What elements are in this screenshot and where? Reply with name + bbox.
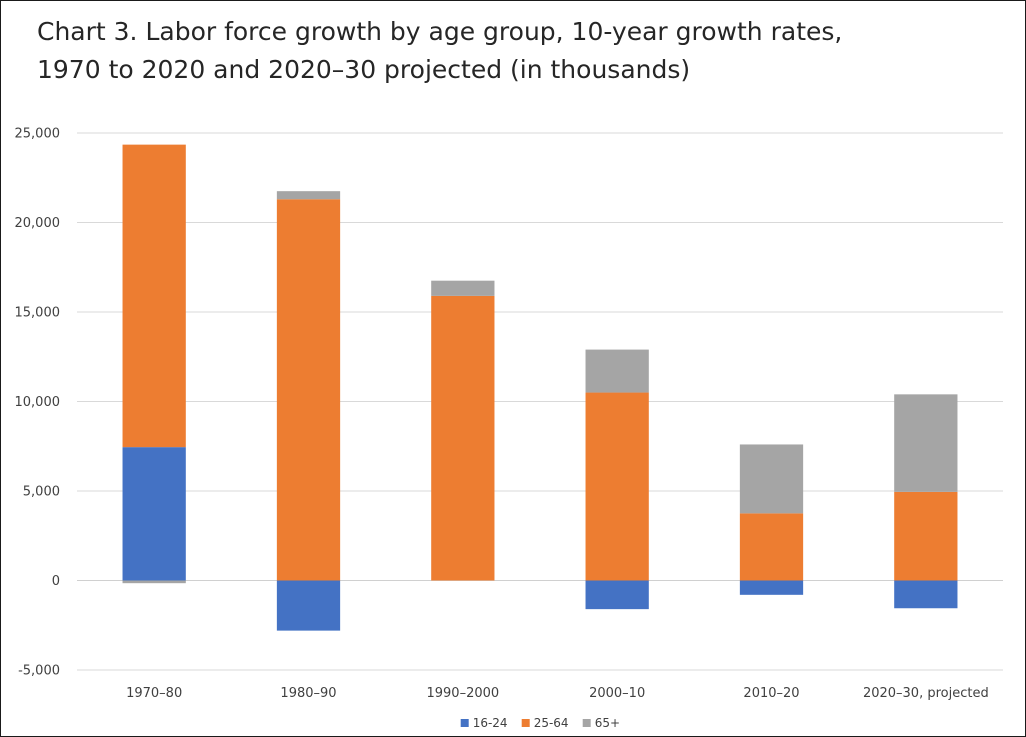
bar-65-2010-20 (739, 444, 804, 514)
bar-65-2020-30-projected (894, 394, 958, 492)
x-tick-label-2010-20: 2010–20 (743, 686, 799, 701)
legend-swatch-65 (582, 719, 591, 727)
y-axis-tick-labels: -5,000 0 5,000 10,000 15,000 20,000 25,000 (15, 127, 61, 679)
legend-label-16-24: 16-24 (473, 716, 508, 730)
bar-25-64-1980-90 (276, 199, 341, 581)
bar-16-24-2000-10 (585, 580, 649, 610)
bar-25-64-2000-10 (585, 392, 649, 581)
gridlines (77, 132, 1003, 671)
bar-16-24-2010-20 (739, 580, 804, 595)
legend-swatch-25-64 (521, 719, 530, 727)
bar-16-24-2020-30-projected (894, 580, 958, 609)
y-tick-label-20-000: 20,000 (15, 216, 61, 231)
chart-title-line-1: Chart 3. Labor force growth by age group… (37, 17, 843, 46)
legend: 16-24 25-64 65+ (460, 716, 620, 730)
bar-65-1980-90 (276, 191, 341, 200)
x-tick-label-1970-80: 1970–80 (126, 686, 182, 701)
chart-title-line-2: 1970 to 2020 and 2020–30 projected (in t… (37, 55, 691, 84)
bar-65-1990-2000 (431, 280, 495, 296)
x-tick-label-1980-90: 1980–90 (280, 686, 336, 701)
legend-swatch-16-24 (460, 719, 469, 727)
bar-16-24-1970-80 (122, 447, 186, 581)
bar-65-1970-80 (122, 580, 186, 584)
bar-25-64-1970-80 (122, 144, 186, 448)
bar-65-2000-10 (585, 349, 649, 393)
bar-25-64-2020-30-projected (894, 491, 958, 581)
x-tick-label-2000-10: 2000–10 (589, 686, 645, 701)
y-tick-label-15-000: 15,000 (15, 306, 61, 321)
bar-25-64-1990-2000 (431, 295, 495, 581)
bar-16-24-1980-90 (276, 580, 341, 631)
x-tick-label-1990-2000: 1990–2000 (426, 686, 499, 701)
y-tick-label-25-000: 25,000 (15, 127, 61, 142)
y-tick-label-5-000: -5,000 (18, 664, 60, 679)
bar-25-64-2010-20 (739, 513, 804, 581)
chart-title: Chart 3. Labor force growth by age group… (37, 13, 997, 89)
legend-label-65: 65+ (595, 716, 620, 730)
x-tick-label-2020-30-projected: 2020–30, projected (863, 686, 989, 701)
y-tick-label-10-000: 10,000 (15, 395, 61, 410)
legend-label-25-64: 25-64 (534, 716, 569, 730)
y-tick-label-5-000: 5,000 (23, 485, 60, 500)
x-axis-tick-labels: 1970–80 1980–90 1990–2000 2000–10 2010–20 202… (126, 686, 989, 701)
bars (122, 144, 958, 631)
y-tick-label-0: 0 (52, 574, 60, 589)
